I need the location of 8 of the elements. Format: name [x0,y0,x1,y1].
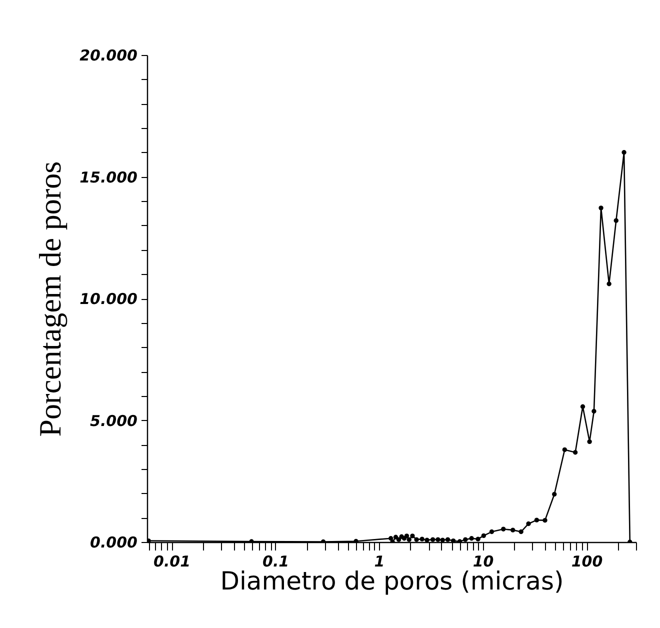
y-tick-label: 15.000 [80,168,138,186]
y-tick-label: 10.000 [80,290,138,308]
x-tick-label: 0.01 [154,552,191,570]
y-tick-label: 5.000 [90,412,138,430]
y-axis-title: Porcentagem de poros [32,161,68,437]
x-tick-label: 100 [571,552,603,570]
y-tick-label: 0.000 [90,534,138,552]
y-tick-label: 20.000 [80,46,138,64]
